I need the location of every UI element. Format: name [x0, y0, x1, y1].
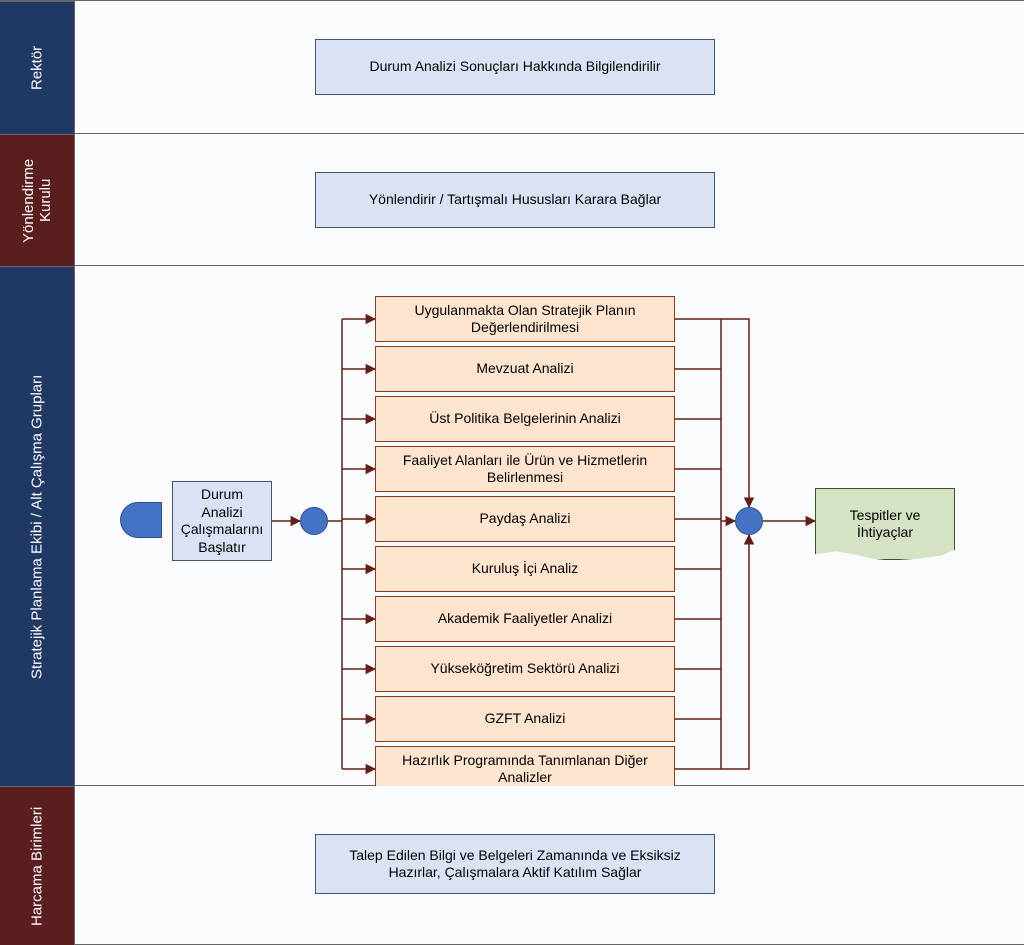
lane-label-harcama: Harcama Birimleri — [0, 786, 75, 945]
start-box: Durum Analizi Çalışmalarını Başlatır — [172, 481, 272, 561]
lane-body-ekip: Durum Analizi Çalışmalarını Başlatır Uyg… — [75, 266, 1024, 786]
analysis-box: Kuruluş İçi Analiz — [375, 546, 675, 592]
analysis-text: Faaliyet Alanları ile Ürün ve Hizmetleri… — [384, 452, 666, 487]
lane-body-kurul: Yönlendirir / Tartışmalı Hususları Karar… — [75, 134, 1024, 266]
lane-label-ekip: Stratejik Planlama Ekibi / Alt Çalışma G… — [0, 266, 75, 786]
lane-label-text: Yönlendirme Kurulu — [20, 135, 54, 266]
analysis-box: Faaliyet Alanları ile Ürün ve Hizmetleri… — [375, 446, 675, 492]
analysis-box: Üst Politika Belgelerinin Analizi — [375, 396, 675, 442]
tespitler-text: Tespitler ve İhtiyaçlar — [820, 507, 950, 542]
lane-label-kurul: Yönlendirme Kurulu — [0, 134, 75, 266]
analysis-box: Uygulanmakta Olan Stratejik Planın Değer… — [375, 296, 675, 342]
analysis-box: Mevzuat Analizi — [375, 346, 675, 392]
analysis-text: Mevzuat Analizi — [476, 360, 573, 378]
analysis-box: Akademik Faaliyetler Analizi — [375, 596, 675, 642]
lane-body-rektor: Durum Analizi Sonuçları Hakkında Bilgile… — [75, 1, 1024, 134]
harcama-box: Talep Edilen Bilgi ve Belgeleri Zamanınd… — [315, 834, 715, 894]
analysis-text: Yükseköğretim Sektörü Analizi — [430, 660, 619, 678]
lane-label-text: Rektör — [29, 46, 46, 90]
lane-body-harcama: Talep Edilen Bilgi ve Belgeleri Zamanınd… — [75, 786, 1024, 945]
join-gateway — [735, 507, 763, 535]
analysis-box: Paydaş Analizi — [375, 496, 675, 542]
rektor-box-text: Durum Analizi Sonuçları Hakkında Bilgile… — [369, 58, 660, 76]
analysis-text: Kuruluş İçi Analiz — [472, 560, 579, 578]
kurul-box-text: Yönlendirir / Tartışmalı Hususları Karar… — [369, 191, 661, 209]
fork-gateway — [300, 507, 328, 535]
tespitler-doc: Tespitler ve İhtiyaçlar — [815, 488, 955, 560]
rektor-box: Durum Analizi Sonuçları Hakkında Bilgile… — [315, 39, 715, 95]
kurul-box: Yönlendirir / Tartışmalı Hususları Karar… — [315, 172, 715, 228]
swimlane-diagram: Rektör Durum Analizi Sonuçları Hakkında … — [0, 0, 1024, 944]
analysis-text: GZFT Analizi — [485, 710, 566, 728]
analysis-text: Hazırlık Programında Tanımlanan Diğer An… — [384, 752, 666, 787]
start-box-text: Durum Analizi Çalışmalarını Başlatır — [181, 486, 263, 556]
start-event — [120, 502, 162, 538]
lane-label-text: Harcama Birimleri — [29, 806, 46, 925]
harcama-box-text: Talep Edilen Bilgi ve Belgeleri Zamanınd… — [324, 847, 706, 882]
lane-label-text: Stratejik Planlama Ekibi / Alt Çalışma G… — [29, 374, 46, 678]
analysis-text: Üst Politika Belgelerinin Analizi — [429, 410, 620, 428]
lane-label-rektor: Rektör — [0, 1, 75, 134]
analysis-text: Uygulanmakta Olan Stratejik Planın Değer… — [384, 302, 666, 337]
analysis-text: Akademik Faaliyetler Analizi — [438, 610, 612, 628]
analysis-text: Paydaş Analizi — [479, 510, 570, 528]
analysis-box: GZFT Analizi — [375, 696, 675, 742]
analysis-box: Yükseköğretim Sektörü Analizi — [375, 646, 675, 692]
